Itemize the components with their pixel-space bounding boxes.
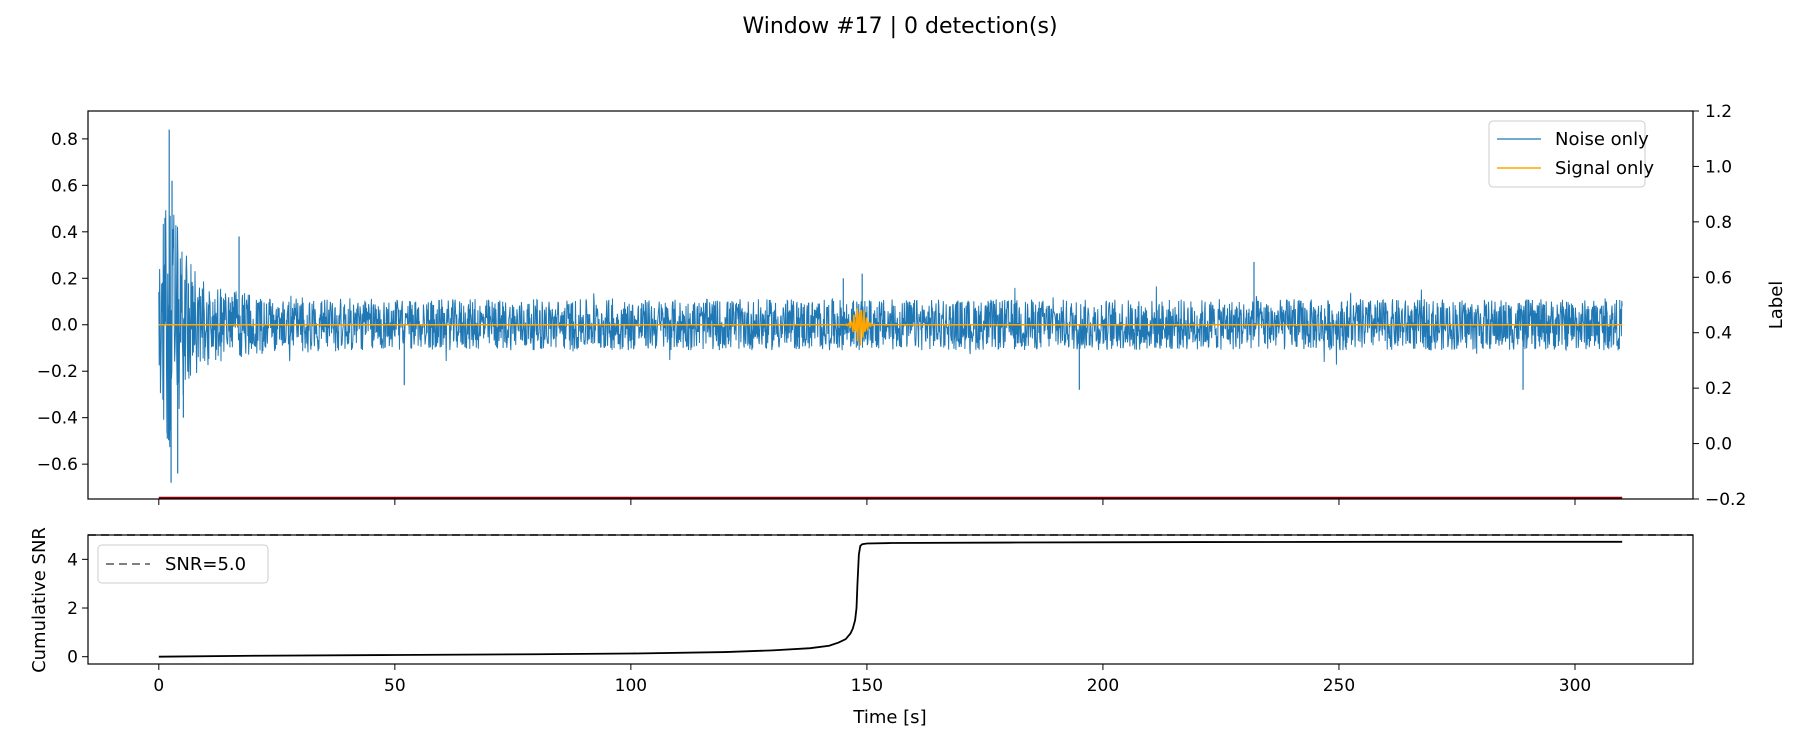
y2-tick-label: 0.8 (1705, 213, 1732, 233)
waveform-right-ylabel: Label (1766, 281, 1787, 330)
legend-label-signal: Signal only (1555, 158, 1654, 179)
y2-tick-label: 0.0 (1705, 435, 1732, 455)
y2-tick-label: 0.4 (1705, 324, 1732, 344)
y-tick-label: 0.8 (51, 130, 78, 150)
waveform-legend-box (1488, 120, 1646, 188)
y-tick-label: −0.2 (37, 362, 78, 382)
snr-panel: 0 2 4 0 50 100 150 200 250 300 Cumulative SNR Ti… (29, 527, 1694, 728)
signal-trace (158, 308, 1623, 346)
figure-title: Window #17 | 0 detection(s) (742, 14, 1057, 39)
waveform-plot-area (88, 111, 1693, 499)
noise-trace (158, 210, 1623, 448)
snr-ylabel: Cumulative SNR (29, 527, 50, 673)
y-tick-label: 0.4 (51, 223, 78, 243)
snr-y-tick-label: 0 (67, 648, 78, 668)
y2-tick-label: 0.2 (1705, 379, 1732, 399)
snr-xlabel: Time [s] (852, 707, 926, 728)
y-tick-label: 0.2 (51, 269, 78, 289)
snr-x-axis: 0 50 100 150 200 250 300 (153, 664, 1591, 696)
waveform-x-axis (158, 499, 1576, 505)
waveform-y-axis: −0.6 −0.4 −0.2 0.0 0.2 0.4 0.6 0.8 (37, 130, 88, 475)
snr-plot-area (88, 535, 1693, 664)
snr-x-tick-label: 0 (153, 676, 164, 696)
snr-y-axis: 0 2 4 (67, 550, 88, 668)
snr-x-tick-label: 100 (615, 676, 647, 696)
snr-legend: SNR=5.0 (97, 544, 269, 584)
y-tick-label: −0.6 (37, 455, 78, 475)
y-tick-label: 0.6 (51, 176, 78, 196)
y-tick-label: 0.0 (51, 316, 78, 336)
waveform-traces (158, 129, 1623, 500)
legend-label-threshold: SNR=5.0 (165, 554, 246, 575)
y2-tick-label: 1.2 (1705, 102, 1732, 122)
waveform-legend: Noise only Signal only (1488, 120, 1654, 188)
snr-legend-box (97, 544, 269, 584)
waveform-panel: −0.6 −0.4 −0.2 0.0 0.2 0.4 0.6 0.8 −0.2 0.0 0.2 0.… (37, 102, 1787, 510)
y-tick-label: −0.4 (37, 409, 78, 429)
legend-label-noise: Noise only (1555, 129, 1649, 150)
waveform-right-y-axis: −0.2 0.0 0.2 0.4 0.6 0.8 1.0 1.2 (1693, 102, 1746, 510)
y2-tick-label: 1.0 (1705, 157, 1732, 177)
snr-y-tick-label: 4 (67, 550, 78, 570)
waveform-axes-frame (87, 110, 1694, 500)
snr-axes-frame (87, 534, 1694, 665)
snr-y-tick-label: 2 (67, 599, 78, 619)
y2-tick-label: 0.6 (1705, 268, 1732, 288)
snr-x-tick-label: 250 (1323, 676, 1355, 696)
snr-x-tick-label: 150 (851, 676, 883, 696)
snr-x-tick-label: 50 (384, 676, 406, 696)
y2-tick-label: −0.2 (1705, 490, 1746, 510)
cumulative-snr-line (158, 540, 1623, 658)
snr-x-tick-label: 200 (1087, 676, 1119, 696)
snr-x-tick-label: 300 (1559, 676, 1591, 696)
